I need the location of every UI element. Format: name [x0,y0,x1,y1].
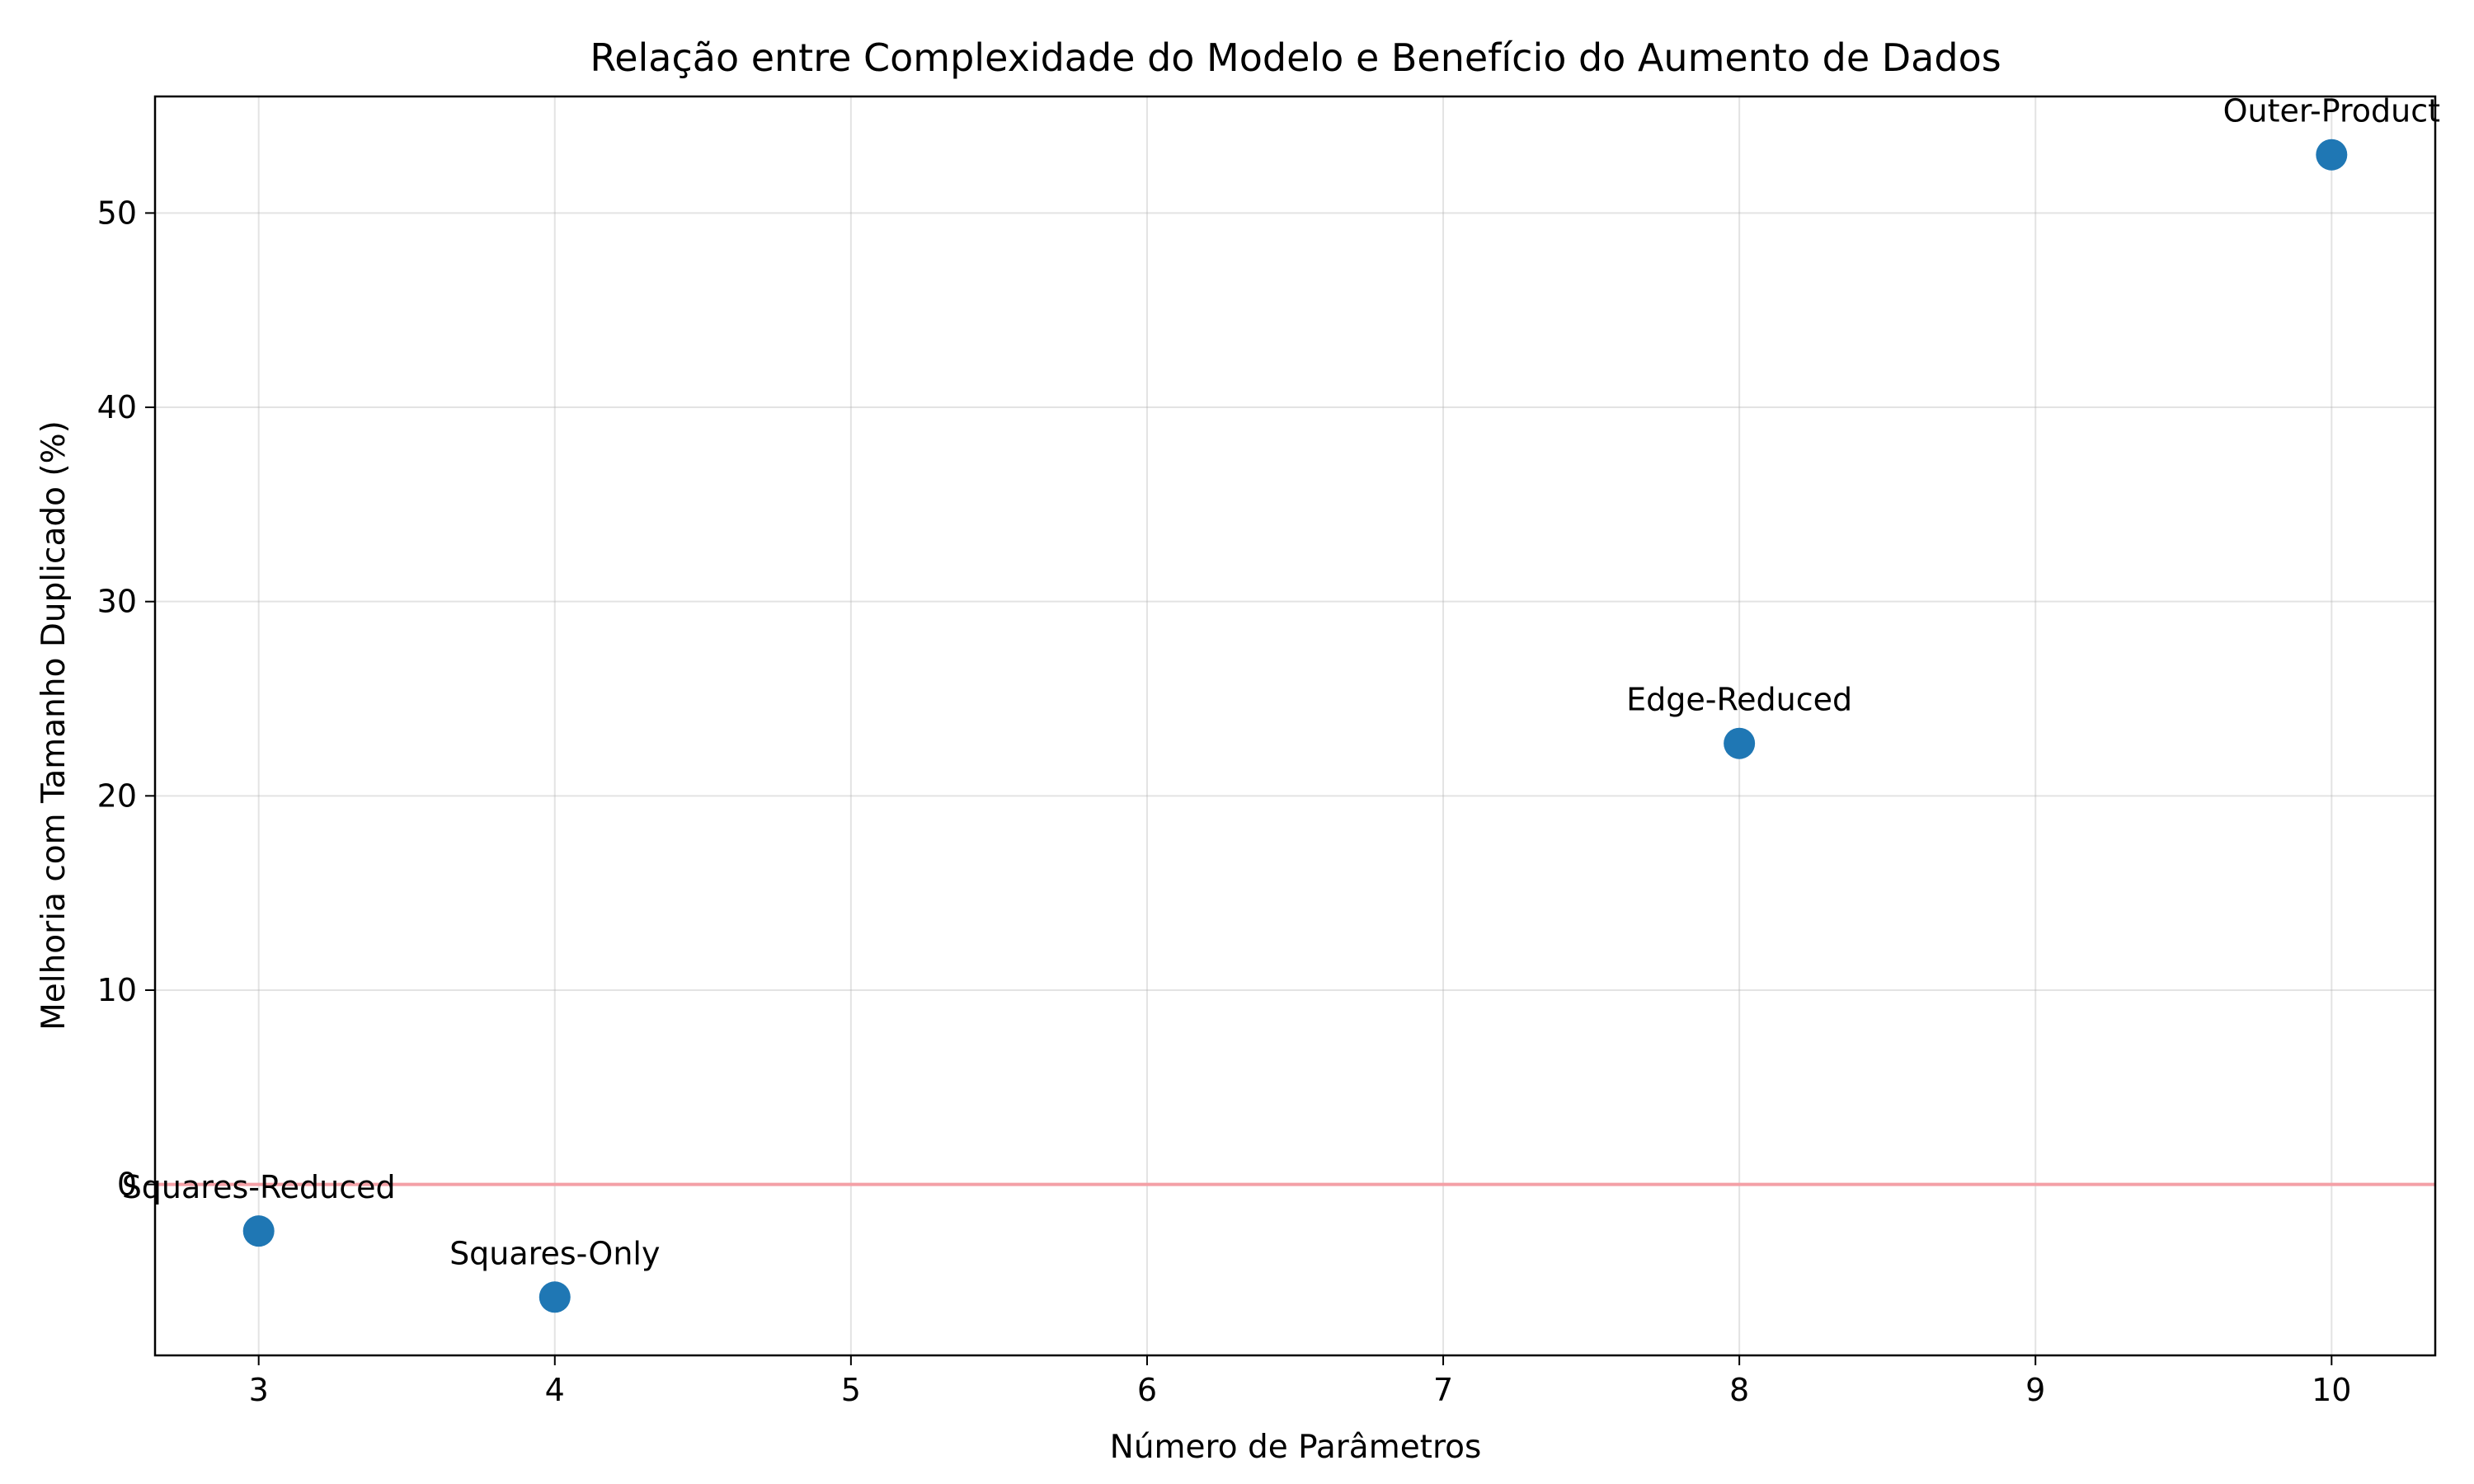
y-tick-label: 50 [97,195,137,231]
data-point-label: Squares-Only [449,1235,660,1271]
y-tick-label: 30 [97,584,137,620]
x-tick-label: 7 [1433,1372,1453,1408]
data-point-label: Outer-Product [2223,93,2440,129]
x-axis-ticks: 3 4 5 6 7 8 9 10 [249,1355,2351,1408]
x-tick-label: 8 [1729,1372,1749,1408]
data-point [1724,727,1756,759]
x-axis-label: Número de Parâmetros [1110,1429,1482,1466]
y-axis-label: Melhoria com Tamanho Duplicado (%) [35,420,73,1031]
y-tick-label: 40 [97,389,137,425]
grid [155,96,2435,1355]
data-point-label: Edge-Reduced [1626,682,1852,718]
x-tick-label: 3 [249,1372,269,1408]
data-points: Squares-Reduced Squares-Only Edge-Reduced O… [122,93,2440,1313]
x-tick-label: 4 [545,1372,565,1408]
chart-title: Relação entre Complexidade do Modelo e B… [590,35,2001,80]
data-point [242,1215,275,1247]
x-tick-label: 5 [841,1372,861,1408]
plot-area-frame [153,95,2437,1357]
x-tick-label: 10 [2312,1372,2351,1408]
data-point [539,1281,571,1313]
y-axis-ticks: 0 10 20 30 40 50 [97,195,155,1203]
y-tick-label: 20 [97,777,137,814]
x-tick-label: 6 [1137,1372,1157,1408]
data-point-label: Squares-Reduced [122,1169,396,1205]
y-tick-label: 0 [117,1167,137,1203]
y-tick-label: 10 [97,972,137,1008]
data-point [2316,139,2348,171]
x-tick-label: 9 [2025,1372,2045,1408]
